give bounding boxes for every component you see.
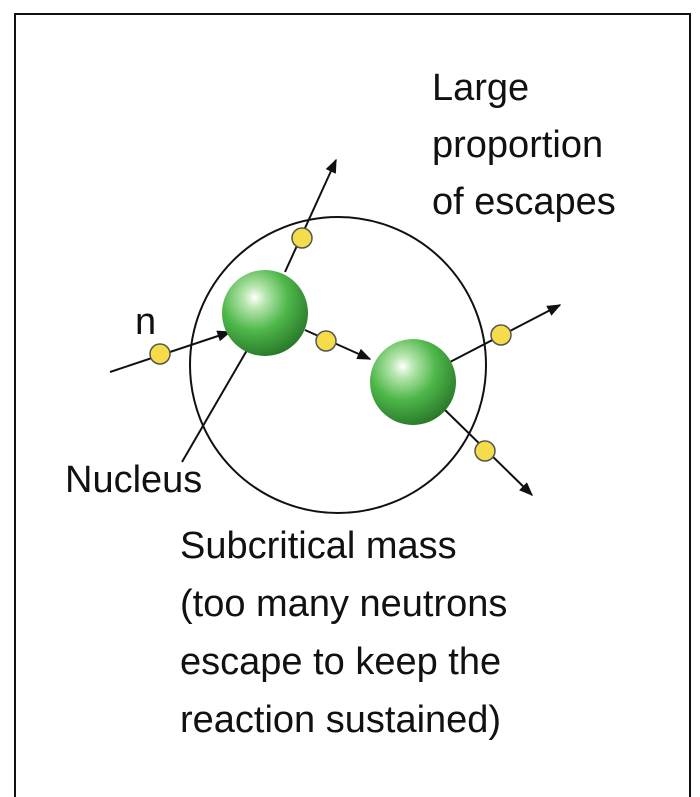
caption: reaction sustained) bbox=[180, 699, 501, 741]
neutrons bbox=[149, 227, 512, 462]
neutron-label: n bbox=[135, 301, 156, 343]
nucleus bbox=[222, 270, 308, 356]
neutron bbox=[315, 330, 337, 352]
nucleus bbox=[370, 339, 456, 425]
escapes-label: Large bbox=[432, 67, 529, 109]
arrows bbox=[109, 158, 562, 496]
neutron bbox=[490, 324, 512, 346]
caption: escape to keep the bbox=[180, 641, 501, 683]
escapes-label: of escapes bbox=[432, 181, 616, 223]
neutron bbox=[291, 227, 313, 249]
nucleus-pointer bbox=[181, 344, 251, 463]
fission-arrow bbox=[304, 329, 372, 360]
mass-boundary bbox=[189, 216, 487, 514]
frame bbox=[14, 13, 691, 797]
caption: (too many neutrons bbox=[180, 583, 507, 625]
neutron bbox=[474, 440, 496, 462]
neutron bbox=[149, 343, 171, 365]
nucleus-label: Nucleus bbox=[65, 459, 202, 501]
caption: Subcritical mass bbox=[180, 525, 457, 567]
escapes-label: proportion bbox=[432, 124, 603, 166]
escape-arrow bbox=[284, 158, 337, 273]
